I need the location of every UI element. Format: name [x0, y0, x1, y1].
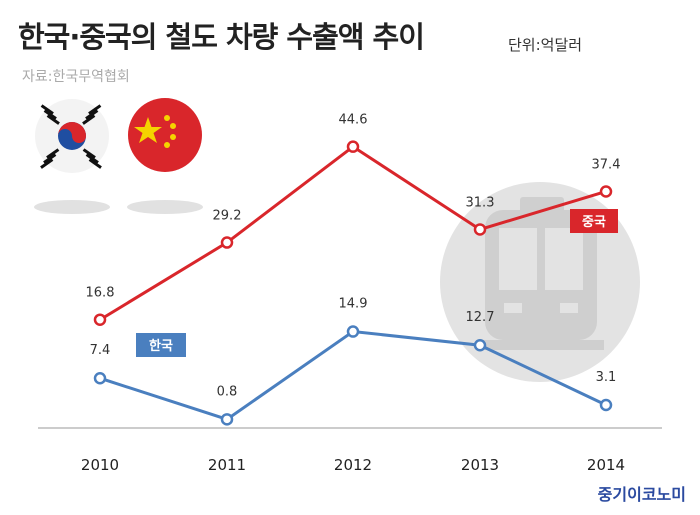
data-point-china: [220, 236, 234, 249]
data-point-korea: [220, 413, 234, 426]
series-china: 16.8 29.2 44.6 31.3 37.4: [86, 113, 621, 326]
x-tick-label: 2014: [587, 456, 625, 474]
data-label-korea: 14.9: [339, 297, 368, 312]
data-label-korea: 7.4: [90, 343, 111, 358]
data-point-korea: [599, 398, 613, 412]
china-flag-icon: [127, 98, 203, 214]
data-label-korea: 12.7: [466, 310, 495, 325]
data-label-china: 29.2: [213, 209, 242, 224]
data-label-korea: 0.8: [217, 384, 238, 399]
data-point-china: [93, 313, 107, 326]
data-point-china: [599, 185, 613, 198]
data-point-china: [473, 223, 487, 236]
data-point-korea: [93, 371, 107, 385]
legend-china-label: 중국: [582, 215, 606, 230]
chart-title: 한국·중국의 철도 차량 수출액 추이: [18, 20, 425, 54]
legend-china: 중국: [570, 209, 618, 233]
x-tick-label: 2011: [208, 456, 246, 474]
x-tick-label: 2010: [81, 456, 119, 474]
source-label: 자료:한국무역협회: [22, 69, 130, 85]
brand-logo: 중기이코노미: [597, 485, 686, 504]
korea-flag-icon: [34, 99, 110, 214]
unit-label: 단위:억달러: [508, 36, 583, 54]
x-tick-label: 2013: [461, 456, 499, 474]
data-point-korea: [346, 325, 360, 338]
data-label-china: 44.6: [339, 113, 368, 128]
legend-korea-label: 한국: [149, 338, 173, 354]
data-label-china: 37.4: [592, 157, 621, 172]
x-tick-label: 2012: [334, 456, 372, 474]
data-label-china: 31.3: [466, 195, 495, 210]
x-axis-ticks: 2010 2011 2012 2013 2014: [81, 456, 625, 474]
legend-korea: 한국: [136, 333, 186, 357]
data-label-china: 16.8: [86, 286, 115, 301]
series-korea: 7.4 0.8 14.9 12.7 3.1: [90, 297, 617, 426]
data-point-china: [346, 140, 360, 153]
data-point-korea: [473, 338, 487, 352]
data-label-korea: 3.1: [596, 370, 617, 385]
